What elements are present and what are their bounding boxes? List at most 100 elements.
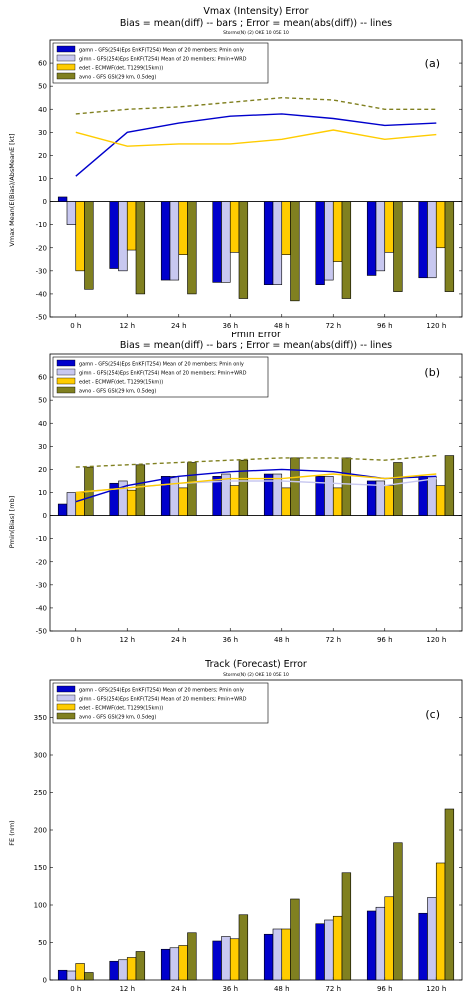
bar-gamn	[366, 910, 377, 981]
legend-swatch-gimn	[56, 694, 76, 702]
bar-gimn	[169, 201, 180, 281]
bar-edet	[178, 201, 188, 255]
bar-gimn	[66, 970, 77, 981]
y-tick-label: 20	[38, 152, 47, 160]
y-tick-label: 60	[38, 374, 47, 382]
bar-gimn	[221, 201, 231, 283]
bar-gamn	[418, 476, 428, 516]
bar-gamn	[109, 960, 119, 981]
bar-avno	[341, 872, 352, 981]
bar-gamn	[57, 503, 68, 516]
bar-gimn	[272, 201, 283, 285]
y-tick-label: -30	[36, 581, 47, 589]
bar-gamn	[418, 912, 428, 981]
bar-edet	[126, 957, 137, 981]
chart-title: Pmin Error	[231, 332, 281, 340]
legend-swatch-avno	[56, 72, 76, 80]
legend-swatch-gimn	[56, 54, 76, 62]
legend-label-gamn: gamn - GFS(254)Eps EnKF(T254) Mean of 20…	[79, 48, 244, 54]
bar-gamn	[212, 940, 222, 981]
y-tick-label: -10	[36, 535, 47, 543]
y-tick-label: 40	[38, 420, 47, 428]
bar-edet	[281, 201, 291, 255]
bar-avno	[84, 201, 94, 290]
y-axis-label: FE (nm)	[8, 820, 16, 845]
x-tick-label: 36 h	[222, 636, 238, 644]
bar-gimn	[427, 201, 437, 279]
y-axis-label: Pmin(Bias) [mb]	[8, 496, 16, 548]
legend-swatch-avno	[56, 386, 76, 394]
bar-edet	[435, 485, 446, 516]
bar-avno	[135, 201, 146, 295]
bar-edet	[75, 963, 85, 981]
x-tick-label: 24 h	[171, 985, 187, 993]
bar-edet	[178, 945, 188, 981]
y-tick-label: -40	[36, 290, 47, 298]
bar-avno	[187, 201, 197, 295]
legend-label-edet: edet - ECMWF(det, T1299(15km))	[79, 66, 163, 72]
chart-panel-b: Pmin Error Bias = mean(diff) -- bars ; E…	[8, 332, 463, 644]
bar-avno	[290, 898, 300, 981]
bar-avno	[84, 972, 94, 981]
y-tick-label: 0	[43, 512, 47, 520]
bar-gimn	[375, 201, 386, 272]
bar-gimn	[427, 897, 437, 981]
bar-edet	[126, 201, 137, 251]
legend-label-avno: avno - GFS GSI(29 km, 0.5deg)	[79, 75, 156, 81]
bar-gamn	[315, 201, 325, 285]
bar-avno	[290, 201, 300, 302]
chart-subtitle: Bias = mean(diff) -- bars ; Error = mean…	[120, 340, 392, 351]
x-tick-label: 72 h	[325, 636, 341, 644]
bar-gimn	[272, 473, 283, 516]
x-tick-label: 48 h	[274, 636, 290, 644]
bar-edet	[229, 938, 240, 981]
y-tick-label: 10	[38, 489, 47, 497]
bar-gamn	[160, 201, 171, 281]
bar-avno	[393, 842, 403, 981]
x-tick-label: 48 h	[274, 985, 290, 993]
legend-label-gamn: gamn - GFS(254)Eps EnKF(T254) Mean of 20…	[79, 688, 244, 694]
x-tick-label: 24 h	[171, 636, 187, 644]
bar-edet	[126, 489, 137, 516]
y-tick-label: -20	[36, 244, 47, 252]
x-tick-label: 36 h	[222, 322, 238, 330]
bar-edet	[229, 201, 240, 253]
chart-subtitle: Bias = mean(diff) -- bars ; Error = mean…	[120, 18, 392, 29]
panel-label: (a)	[425, 57, 440, 70]
x-tick-label: 72 h	[325, 322, 341, 330]
bar-edet	[384, 896, 394, 981]
bar-gamn	[263, 933, 274, 981]
bar-gamn	[263, 473, 274, 516]
y-tick-label: 200	[34, 827, 47, 835]
y-tick-label: 50	[38, 83, 47, 91]
bar-edet	[435, 201, 446, 249]
x-tick-label: 0 h	[70, 985, 81, 993]
bar-gamn	[263, 201, 274, 285]
legend-label-avno: avno - GFS GSI(29 km, 0.5deg)	[79, 715, 156, 721]
bar-gamn	[160, 948, 171, 981]
bar-edet	[384, 201, 394, 253]
storms-note: Storms(N) (2) OKE 10 05E 10	[223, 672, 289, 678]
y-tick-label: 350	[34, 714, 47, 722]
x-tick-label: 24 h	[171, 322, 187, 330]
bar-edet	[75, 492, 85, 516]
bar-gimn	[118, 959, 128, 981]
bar-gamn	[418, 201, 428, 279]
x-tick-label: 72 h	[325, 985, 341, 993]
y-tick-label: 10	[38, 175, 47, 183]
legend-swatch-gamn	[56, 359, 76, 367]
legend-swatch-gimn	[56, 368, 76, 376]
legend-swatch-edet	[56, 703, 76, 711]
legend-label-gimn: gimn - GFS(254)Eps EnKF(T254) Mean of 20…	[79, 371, 247, 377]
legend-label-avno: avno - GFS GSI(29 km, 0.5deg)	[79, 389, 156, 395]
y-tick-label: -20	[36, 558, 47, 566]
bar-gamn	[109, 201, 119, 269]
bar-gamn	[57, 196, 68, 202]
bar-gimn	[66, 492, 77, 516]
bar-gimn	[169, 947, 180, 981]
y-tick-label: -50	[36, 314, 47, 322]
error-line-gamn	[75, 113, 437, 177]
chart-title: Vmax (Intensity) Error	[203, 6, 308, 17]
x-tick-label: 0 h	[70, 636, 81, 644]
bar-gimn	[118, 201, 128, 272]
